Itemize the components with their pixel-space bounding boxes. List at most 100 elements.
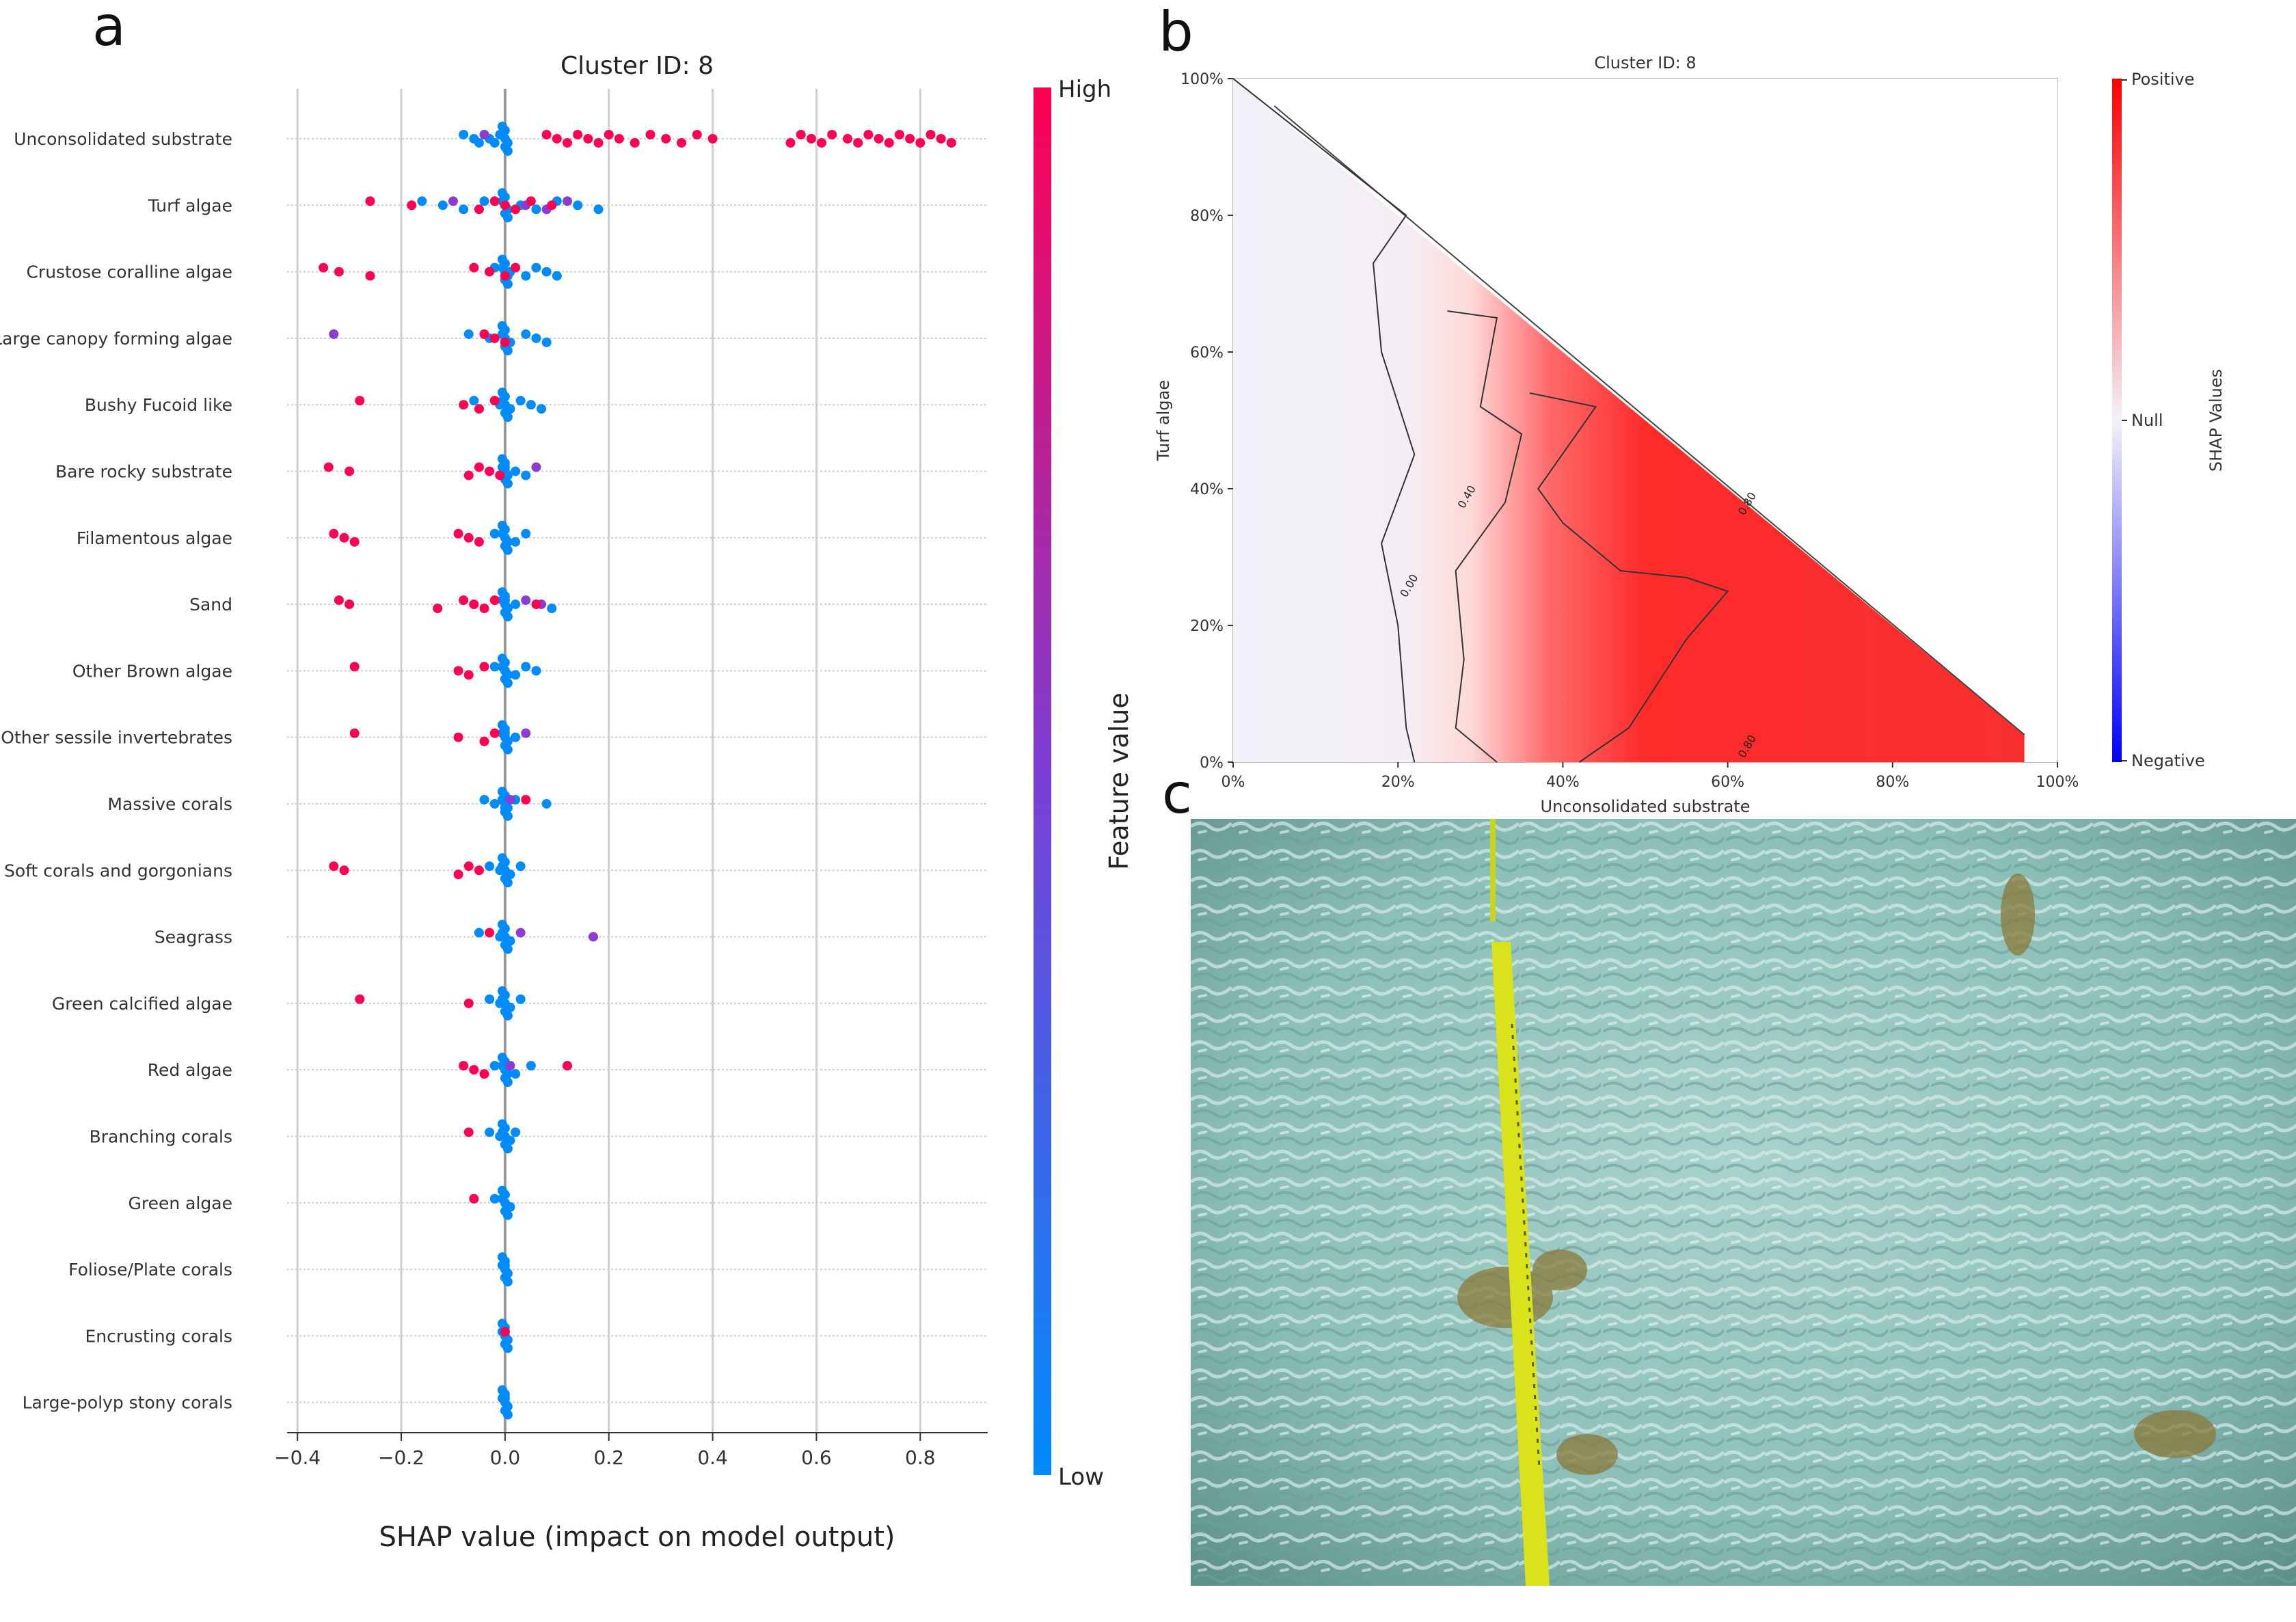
shap-point-high (407, 200, 417, 211)
shap-point-low (495, 129, 505, 139)
shap-point-high (500, 271, 510, 281)
shap-point-high (474, 537, 484, 547)
shap-point-high (349, 662, 360, 672)
shap-point-high (463, 998, 474, 1008)
shap-point-low (479, 196, 489, 206)
shap-point-high (521, 794, 531, 805)
shap-point-low (469, 396, 479, 406)
shap-point-high (593, 137, 604, 148)
shap-point-low (515, 994, 526, 1004)
shap-point-low (593, 204, 604, 215)
shap-point-high (474, 462, 484, 472)
shap-point-mid (521, 595, 531, 606)
shap-point-high (894, 129, 904, 139)
shap-point-low (502, 744, 513, 755)
shap-point-high (474, 204, 484, 215)
shap-point-low (459, 129, 469, 139)
shap-point-high (453, 732, 463, 742)
shap-point-high (677, 137, 687, 148)
colorbar-null-label: Null (2131, 411, 2163, 430)
shap-point-low (500, 802, 510, 813)
shap-point-low (511, 732, 521, 742)
shap-point-low (511, 537, 521, 547)
shap-point-high (500, 200, 510, 211)
shap-point-high (469, 1065, 479, 1075)
shap-point-low (505, 869, 515, 880)
shap-point-low (573, 200, 583, 211)
shap-point-low (489, 662, 500, 672)
shap-point-high (345, 466, 355, 476)
x-tick-label: 0.8 (905, 1446, 936, 1469)
shap-point-low (521, 470, 531, 481)
shap-point-low (500, 595, 510, 606)
shap-point-high (500, 1327, 510, 1337)
shap-point-low (541, 798, 552, 809)
shap-point-high (495, 470, 505, 481)
shap-point-high (905, 133, 915, 144)
shap-point-low (502, 412, 513, 422)
shap-point-mid (563, 196, 572, 206)
shap-point-high (884, 137, 894, 148)
shap-point-high (474, 404, 484, 414)
shap-point-mid (515, 928, 526, 938)
feature-label: Seagrass (154, 928, 232, 947)
shap-point-low (526, 1061, 536, 1071)
feature-label: Encrusting corals (85, 1326, 232, 1346)
shap-point-low (511, 466, 521, 476)
shap-point-high (563, 137, 572, 148)
shap-point-low (502, 612, 513, 622)
shap-point-high (469, 599, 479, 610)
shap-point-high (936, 133, 946, 144)
panel-a-letter: a (92, 0, 126, 58)
shap-point-low (531, 204, 541, 215)
shap-point-high (319, 262, 329, 273)
shap-point-low (500, 462, 510, 472)
shap-point-low (485, 1127, 495, 1137)
shap-point-low (500, 1260, 510, 1271)
shap-point-high (334, 267, 344, 277)
feature-label: Large canopy forming algae (0, 329, 232, 349)
y-tick-label: 80% (1190, 208, 1224, 225)
contour-line-0 (1232, 78, 1416, 763)
shap-point-mid (531, 462, 541, 472)
shap-point-low (502, 944, 513, 954)
shap-point-low (502, 1343, 513, 1353)
shap-contour-svg: 0.000.40 0.800.80 0% 20% 40% 60% 80% 100%0%20%… (1154, 53, 2226, 816)
shap-point-high (479, 736, 489, 746)
shap-point-high (355, 994, 365, 1004)
shap-point-low (502, 146, 513, 156)
shap-point-low (552, 271, 562, 281)
shap-point-low (511, 670, 521, 680)
measuring-tape (1490, 819, 1550, 1586)
shap-point-low (505, 1135, 515, 1146)
feature-label: Red algae (148, 1060, 232, 1080)
colorbar-high-label: High (1058, 76, 1111, 103)
shap-point-low (495, 932, 505, 942)
shap-point-high (329, 861, 339, 871)
shap-point-high (526, 196, 536, 206)
shap-point-low (502, 678, 513, 688)
shap-point-high (479, 1069, 489, 1079)
shap-point-high (926, 129, 936, 139)
y-tick-label: 100% (1180, 71, 1224, 88)
shap-point-low (489, 798, 500, 809)
shap-point-high (853, 137, 863, 148)
x-tick-label: 0.0 (490, 1446, 521, 1469)
shap-point-high (479, 604, 489, 614)
shap-point-high (463, 532, 474, 543)
feature-label: Green algae (129, 1193, 233, 1213)
shap-point-high (433, 604, 443, 614)
shap-point-high (453, 869, 463, 880)
shap-point-high (946, 137, 956, 148)
y-tick-label: 60% (1190, 344, 1224, 362)
colorbar-negative-label: Negative (2131, 751, 2205, 770)
shap-point-low (502, 811, 513, 821)
shap-point-high (583, 133, 593, 144)
shap-point-high (323, 462, 334, 472)
shap-point-low (417, 196, 427, 206)
shap-point-low (485, 861, 495, 871)
shap-plot-title: Cluster ID: 8 (561, 52, 714, 80)
shap-point-low (521, 528, 531, 539)
shap-point-high (339, 865, 349, 876)
shap-point-high (573, 129, 583, 139)
